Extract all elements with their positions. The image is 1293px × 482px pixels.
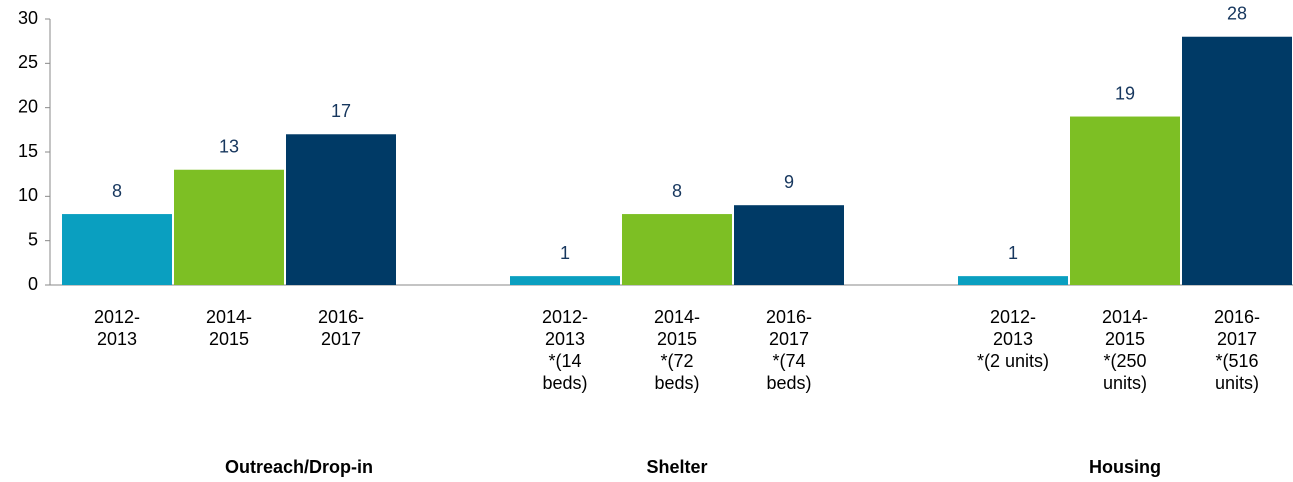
bar [286,134,396,285]
value-label: 8 [112,181,122,201]
bar [510,276,620,285]
bar [622,214,732,285]
x-tick-label: 2012- [542,307,588,327]
x-tick-label: *(2 units) [977,351,1049,371]
x-tick-label: 2015 [657,329,697,349]
group-label: Outreach/Drop-in [225,457,373,477]
x-tick-label: units) [1103,373,1147,393]
value-label: 28 [1227,3,1247,23]
bar [734,205,844,285]
value-label: 1 [1008,243,1018,263]
x-tick-label: 2016- [766,307,812,327]
group-label: Housing [1089,457,1161,477]
x-tick-label: 2012- [94,307,140,327]
y-tick-label: 15 [18,141,38,161]
x-tick-label: 2017 [1217,329,1257,349]
x-tick-label: 2014- [206,307,252,327]
x-tick-label: 2015 [209,329,249,349]
x-tick-label: 2016- [1214,307,1260,327]
value-label: 17 [331,101,351,121]
x-tick-label: 2016- [318,307,364,327]
y-tick-label: 5 [28,229,38,249]
bar [958,276,1068,285]
y-tick-label: 25 [18,52,38,72]
x-tick-label: 2014- [654,307,700,327]
x-tick-label: *(74 [772,351,805,371]
group-label: Shelter [646,457,707,477]
x-tick-label: 2013 [97,329,137,349]
x-tick-label: 2012- [990,307,1036,327]
value-label: 19 [1115,83,1135,103]
x-tick-label: 2013 [545,329,585,349]
x-tick-label: 2014- [1102,307,1148,327]
x-tick-label: *(14 [548,351,581,371]
y-tick-label: 30 [18,8,38,28]
value-label: 8 [672,181,682,201]
y-tick-label: 0 [28,274,38,294]
x-tick-label: *(516 [1215,351,1258,371]
x-tick-label: beds) [766,373,811,393]
x-tick-label: beds) [542,373,587,393]
x-tick-label: 2015 [1105,329,1145,349]
bar [1070,116,1180,286]
x-tick-label: 2017 [321,329,361,349]
bar [1182,36,1292,285]
value-label: 1 [560,243,570,263]
x-tick-label: units) [1215,373,1259,393]
x-tick-label: *(72 [660,351,693,371]
x-tick-label: 2013 [993,329,1033,349]
value-label: 9 [784,172,794,192]
x-tick-label: *(250 [1103,351,1146,371]
x-tick-label: beds) [654,373,699,393]
bar [62,214,172,285]
y-tick-label: 10 [18,185,38,205]
x-tick-label: 2017 [769,329,809,349]
bar [174,169,284,285]
y-tick-label: 20 [18,96,38,116]
value-label: 13 [219,136,239,156]
